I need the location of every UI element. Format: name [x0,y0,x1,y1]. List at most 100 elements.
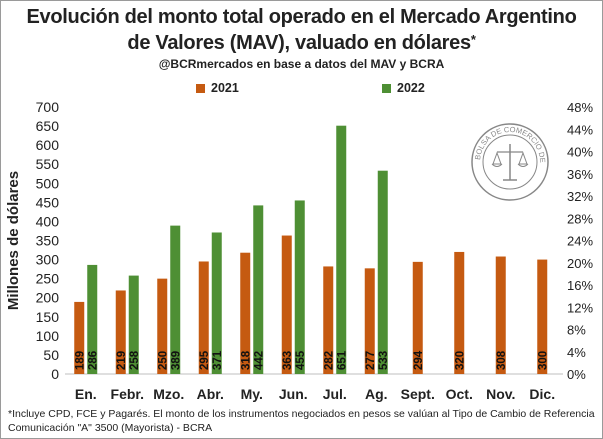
data-label-2021: 300 [537,351,549,370]
x-tick-label: Abr. [197,386,224,402]
data-label-2021: 189 [74,351,86,370]
x-tick-label: Ag. [365,386,388,402]
y-tick-label: 100 [36,328,60,344]
data-label-2022: 455 [295,350,307,370]
legend-item-2021: 2021 [196,81,239,95]
title-asterisk: * [470,32,476,47]
y2-tick-label: 0% [567,367,586,382]
chart-subtitle: @BCRmercados en base a datos del MAV y B… [158,57,445,71]
y2-tick-label: 28% [567,211,593,226]
bar-2021-11 [537,259,548,374]
y-tick-label: 500 [36,175,60,191]
y2-tick-label: 48% [567,100,593,115]
x-tick-label: Sept. [401,386,435,402]
y-tick-label: 200 [36,290,60,306]
data-label-2021: 295 [199,350,211,370]
chart-title-line-1: Evolución del monto total operado en el … [26,6,577,28]
labels-group: En. 189 286 Febr. 219 258 Mzo. 250 389 Abr. 295 371… [74,350,555,402]
y-tick-label: 450 [36,194,60,210]
bar-2021-2 [157,278,168,374]
bar-2021-1 [115,290,126,374]
y-tick-label: 150 [36,309,60,325]
bar-2022-7 [377,170,388,374]
data-label-2021: 282 [323,351,335,370]
bar-2021-0 [74,301,85,374]
y2-tick-label: 44% [567,122,593,137]
data-label-2022: 371 [212,350,224,370]
data-label-2021: 308 [496,350,508,370]
y2-tick-label: 8% [567,323,586,338]
y-tick-label: 350 [36,233,60,249]
svg-text:BOLSA DE COMERCIO DE ROSARIO: BOLSA DE COMERCIO DE ROSARIO [470,122,547,163]
footnote-line-2: Comunicación "A" 3500 (Mayorista) - BCRA [8,422,213,434]
data-label-2021: 363 [282,351,294,370]
chart-title-line-2: de Valores (MAV), valuado en dólares* [0,32,603,55]
y-tick-label: 700 [36,99,60,115]
legend-item-2022: 2022 [382,81,425,95]
x-tick-label: Oct. [446,386,473,402]
y-tick-label: 550 [36,156,60,172]
y-axis-label: Millones de dólares [5,171,22,310]
y-tick-label: 650 [36,118,60,134]
bar-2021-10 [495,256,506,374]
bar-2021-4 [240,252,251,374]
y2-tick-label: 12% [567,300,593,315]
x-tick-label: Jul. [323,386,347,402]
bar-2022-0 [87,264,98,374]
bar-2022-4 [253,205,264,374]
bar-2022-3 [211,232,222,374]
y2-tick-label: 32% [567,189,593,204]
y-tick-label: 0 [51,366,59,382]
data-label-2021: 320 [454,351,466,370]
chart-title-line-2-text: de Valores (MAV), valuado en dólares [127,32,471,54]
x-tick-label: Mzo. [153,386,184,402]
legend-label-2022: 2022 [397,81,425,95]
legend-swatch-2022 [382,83,391,93]
data-label-2021: 219 [116,351,128,370]
bar-2021-9 [454,251,465,374]
x-tick-label: En. [75,386,97,402]
data-label-2022: 533 [378,351,390,370]
x-tick-label: Jun. [279,386,308,402]
data-label-2022: 651 [336,350,348,370]
y-tick-label: 400 [36,213,60,229]
bar-2022-2 [170,225,181,374]
axes-group: 0 50 100 150 200 250 300 350 400 450 500 550 600 650 7… [5,99,593,382]
bars-group [74,125,548,374]
data-label-2021: 318 [240,350,252,370]
data-label-2022: 442 [253,351,265,370]
data-label-2021: 294 [413,350,425,370]
legend-label-2021: 2021 [211,81,239,95]
x-tick-label: My. [241,386,263,402]
data-label-2022: 389 [170,351,182,370]
bar-2021-6 [323,266,334,374]
legend-swatch-2021 [196,83,205,93]
y2-tick-label: 36% [567,167,593,182]
x-tick-label: Dic. [529,386,555,402]
y2-tick-label: 20% [567,256,593,271]
y2-tick-label: 16% [567,278,593,293]
y2-tick-label: 24% [567,234,593,249]
data-label-2021: 250 [157,351,169,370]
bar-2022-1 [128,275,139,374]
y-tick-label: 600 [36,137,60,153]
bar-2021-7 [364,268,375,374]
y-tick-label: 50 [43,347,59,363]
bcr-seal-logo: BOLSA DE COMERCIO DE ROSARIO [470,122,549,201]
x-tick-label: Nov. [486,386,515,402]
bar-2022-5 [294,200,305,374]
data-label-2022: 258 [129,350,141,370]
bar-2021-5 [281,235,292,374]
data-label-2021: 277 [365,351,377,370]
y2-tick-label: 4% [567,345,586,360]
bar-2021-3 [198,261,209,374]
data-label-2022: 286 [87,351,99,370]
bar-2022-6 [336,125,347,374]
x-tick-label: Febr. [111,386,144,402]
y-tick-label: 300 [36,252,60,268]
footnote-line-1: *Incluye CPD, FCE y Pagarés. El monto de… [8,408,595,420]
y2-tick-label: 40% [567,145,593,160]
y-tick-label: 250 [36,271,60,287]
bar-2021-8 [412,261,423,374]
